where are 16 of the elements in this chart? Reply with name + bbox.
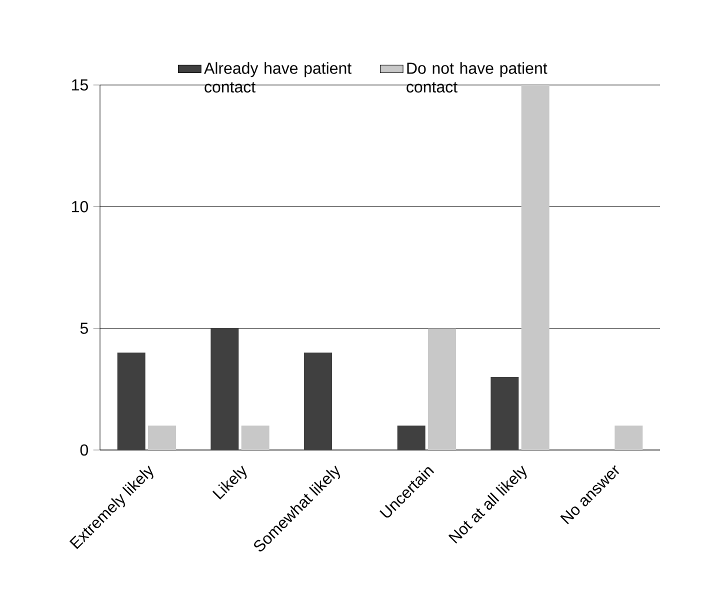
- bar: [490, 377, 519, 450]
- bar: [397, 426, 426, 450]
- bar: [614, 426, 643, 450]
- bar: [428, 328, 456, 450]
- bar: [117, 352, 146, 450]
- bar: [521, 85, 550, 450]
- bar: [148, 426, 176, 450]
- legend-label: Do not have patient contact: [406, 62, 548, 93]
- y-tick-label: 10: [72, 201, 88, 212]
- bar: [241, 426, 270, 450]
- legend-label: Already have patient contact: [204, 62, 352, 93]
- bar: [304, 352, 332, 450]
- y-tick-label: 15: [72, 79, 88, 91]
- bar: [210, 328, 239, 450]
- y-tick-label: 5: [80, 322, 88, 334]
- y-tick-label: 0: [80, 444, 88, 456]
